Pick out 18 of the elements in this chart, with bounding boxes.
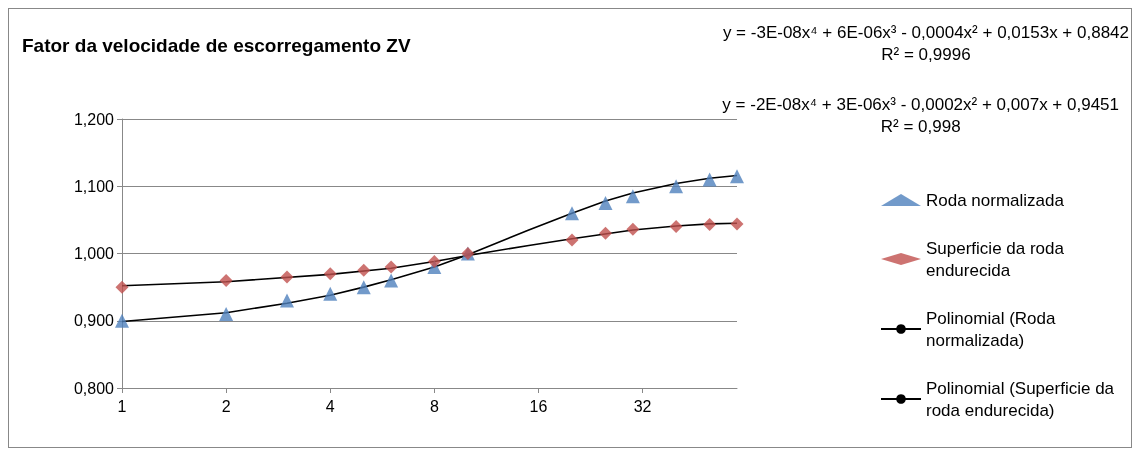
x-tick-label: 8 bbox=[429, 397, 439, 415]
x-tick-label: 16 bbox=[529, 397, 548, 415]
x-tick-label: 1 bbox=[117, 397, 127, 415]
y-tick-label: 0,800 bbox=[73, 379, 115, 397]
y-tick-label: 0,900 bbox=[73, 312, 115, 330]
annotation: y = -2E-08x⁴ + 3E-06x³ - 0,0002x² + 0,007x + 0,9451 R² = 0,998 bbox=[722, 94, 1119, 136]
y-tick-label: 1,000 bbox=[73, 245, 115, 262]
y-tick-label: 1,200 bbox=[73, 110, 115, 128]
text: y = -3E-08x⁴ + 6E-06x³ - 0,0004x² + 0,0153x + 0,8842 R² = 0,9996 bbox=[722, 22, 1129, 64]
legend-label: Polinomial (Roda normalizada) bbox=[926, 308, 1061, 350]
legend-label: Superficie da roda endurecida bbox=[926, 238, 1069, 280]
y-tick-label: 1,100 bbox=[73, 177, 115, 195]
x-tick-label: 2 bbox=[221, 397, 231, 415]
x-tick-label: 4 bbox=[325, 397, 335, 415]
x-tick-label: 32 bbox=[633, 397, 652, 415]
legend-label: Polinomial (Superficie da roda endurecida) bbox=[926, 378, 1119, 420]
legend-label: Roda normalizada bbox=[926, 190, 1065, 210]
chart-title: Fator da velocidade de escorregamento ZV bbox=[22, 35, 411, 56]
